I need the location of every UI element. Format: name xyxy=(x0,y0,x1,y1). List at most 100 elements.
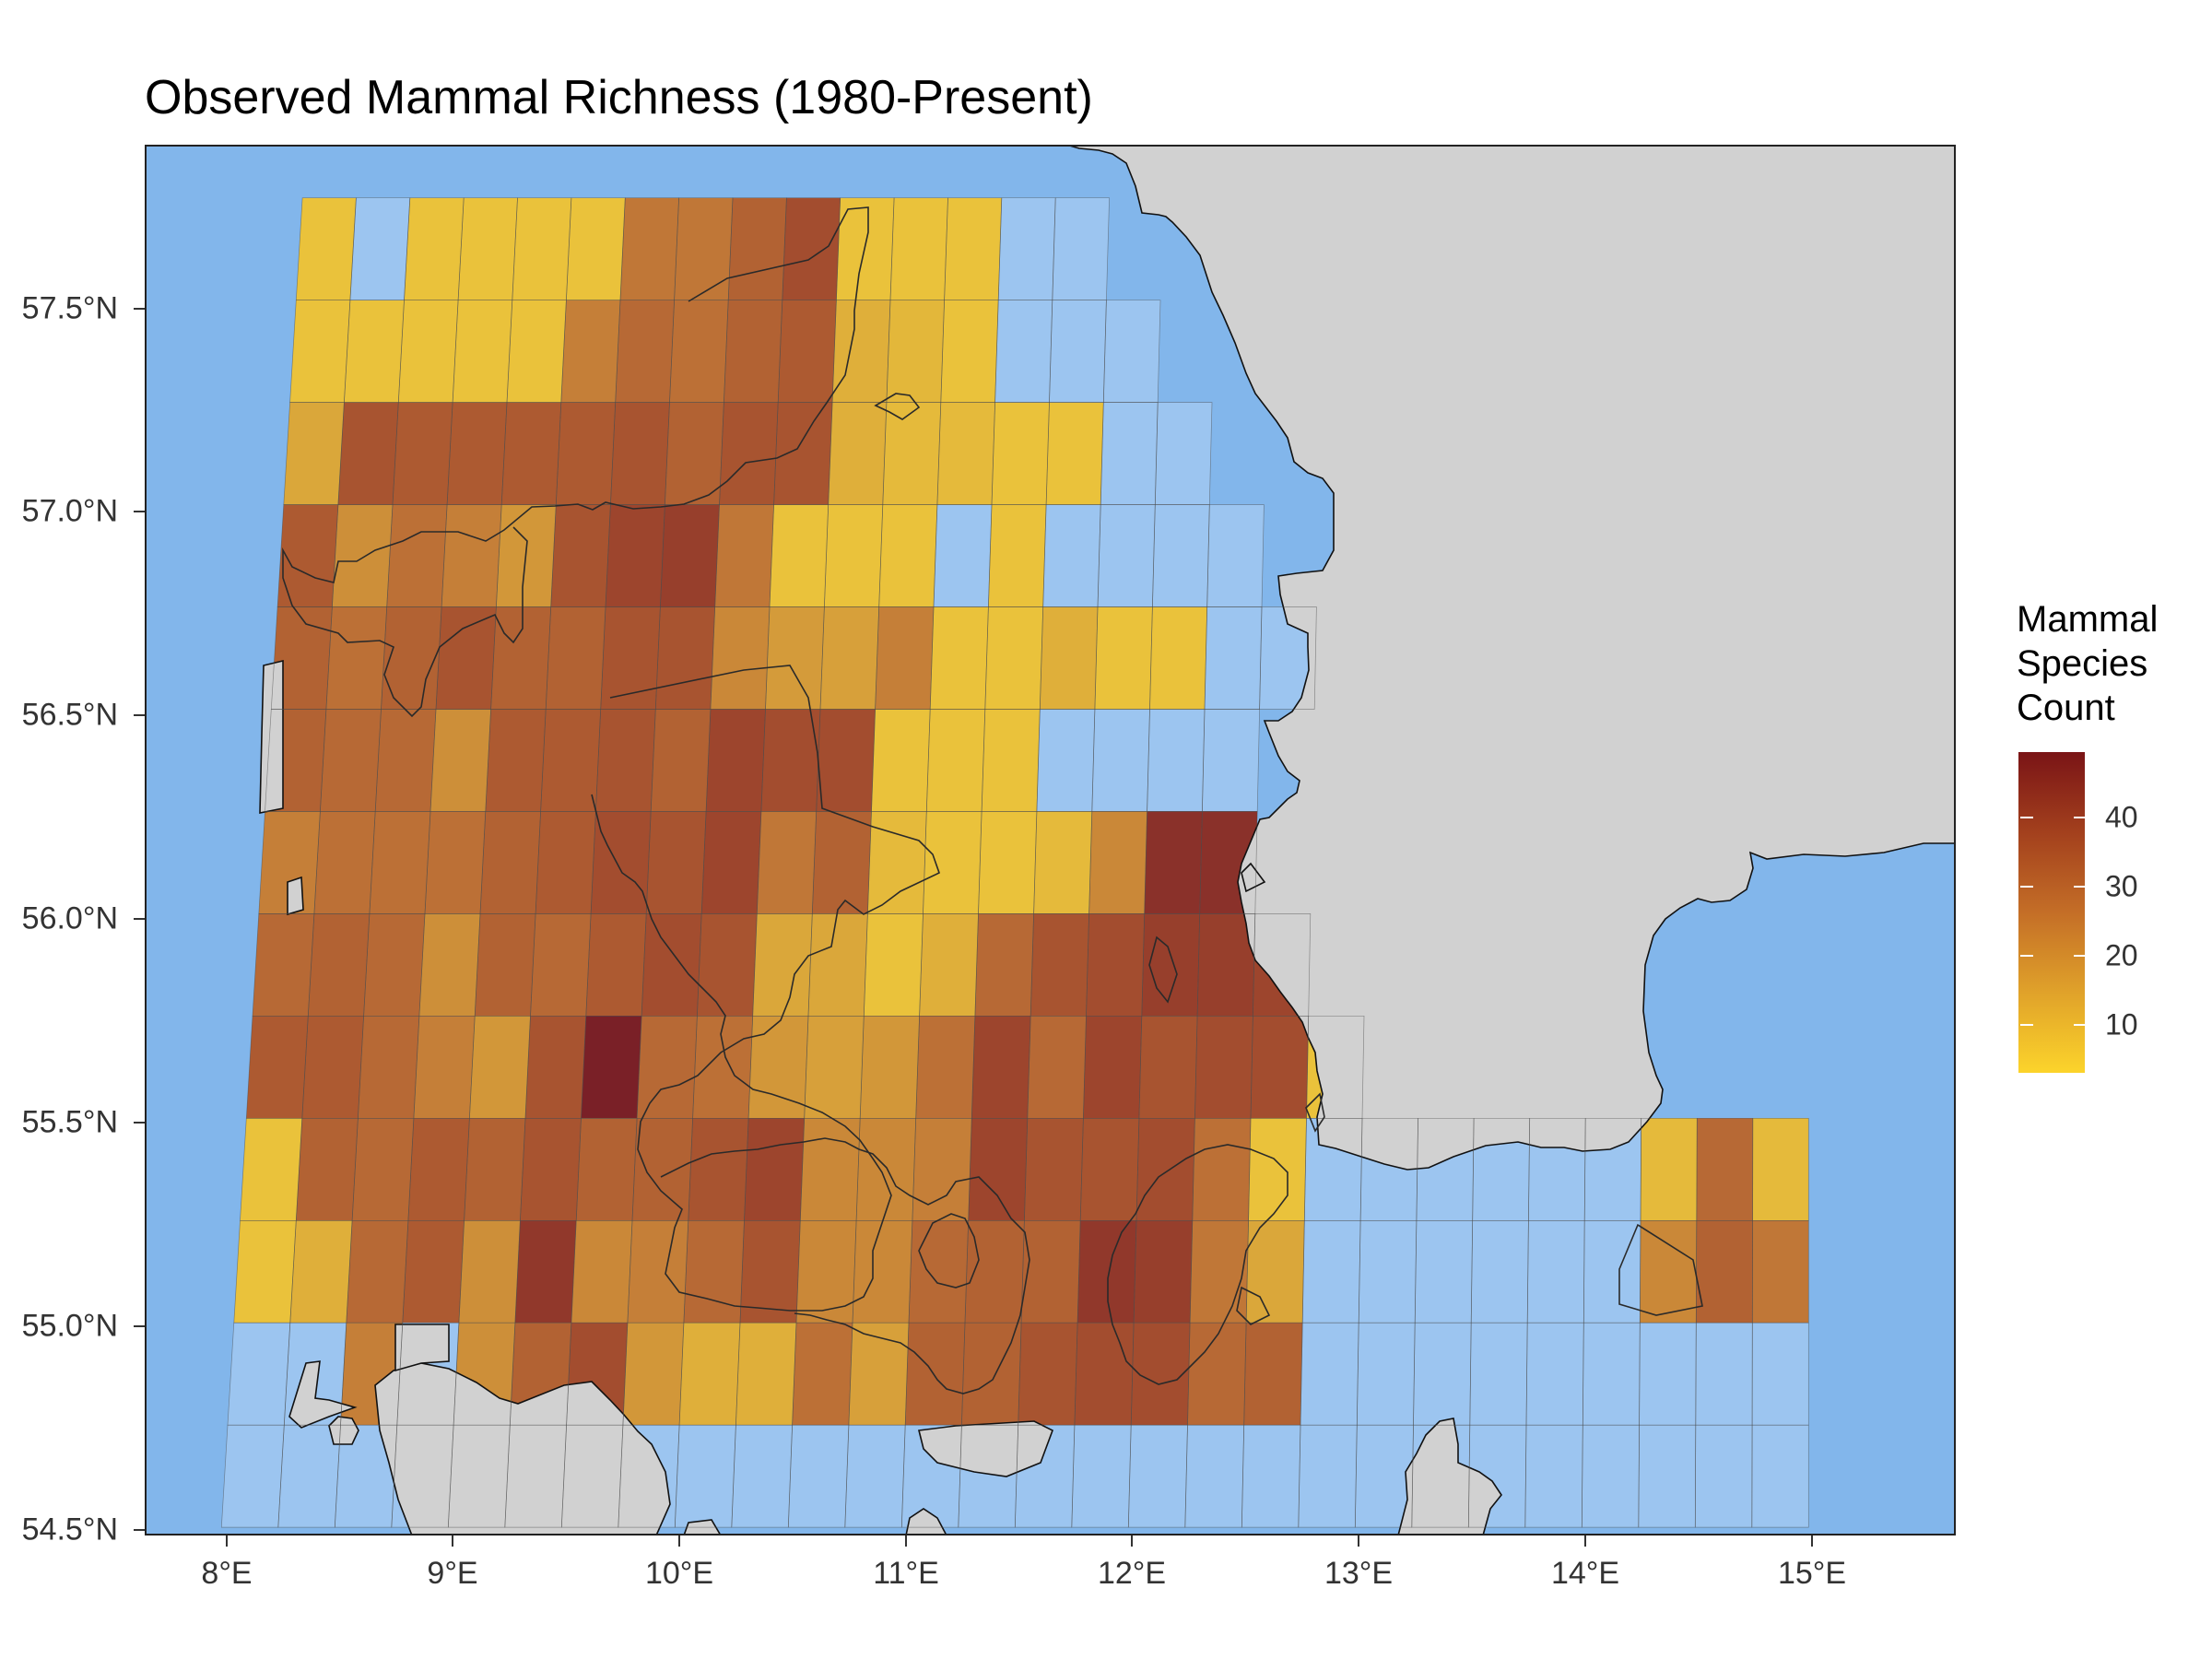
grid-cell xyxy=(651,709,711,812)
grid-cell xyxy=(660,504,720,607)
grid-cell xyxy=(289,300,350,403)
grid-cell xyxy=(915,1016,975,1119)
island xyxy=(328,1416,359,1445)
grid-cell xyxy=(1103,300,1160,403)
grid-cell xyxy=(796,1220,857,1324)
y-axis-tick xyxy=(134,714,145,716)
grid-cell xyxy=(1471,1220,1529,1324)
x-axis-label: 8°E xyxy=(201,1556,253,1591)
x-axis-tick xyxy=(1811,1535,1813,1547)
grid-cell xyxy=(221,1425,285,1528)
grid-cell xyxy=(453,300,512,403)
grid-cell xyxy=(1640,1220,1697,1324)
x-axis-tick xyxy=(452,1535,453,1547)
y-axis-tick xyxy=(134,308,145,310)
legend-label: 10 xyxy=(2105,1007,2138,1041)
grid-cell xyxy=(369,811,430,914)
grid-cell xyxy=(674,197,733,300)
grid-cell xyxy=(926,709,985,812)
y-axis-tick xyxy=(134,1325,145,1327)
grid-cell xyxy=(1088,811,1147,914)
land-patch xyxy=(905,1508,947,1535)
grid-cell xyxy=(1243,1323,1303,1426)
grid-cell xyxy=(540,709,601,812)
y-axis-tick xyxy=(134,511,145,512)
grid-cell xyxy=(535,811,596,914)
y-axis-label: 57.0°N xyxy=(21,493,118,529)
x-axis-label: 14°E xyxy=(1550,1556,1620,1591)
legend-tick xyxy=(2020,1024,2033,1026)
x-axis-tick xyxy=(226,1535,228,1547)
grid-cell xyxy=(1149,606,1207,710)
grid-cell xyxy=(832,300,890,403)
grid-cell xyxy=(335,1425,397,1528)
grid-cell xyxy=(1155,402,1212,505)
grid-cell xyxy=(728,197,787,300)
grid-cell xyxy=(1359,1220,1417,1324)
grid-cell xyxy=(398,300,459,403)
grid-cell xyxy=(610,402,670,505)
grid-cell xyxy=(1071,1425,1132,1528)
grid-cell xyxy=(740,1220,801,1324)
grid-cell xyxy=(909,1220,969,1324)
grid-cell xyxy=(882,402,941,505)
grid-cell xyxy=(320,709,382,812)
legend-title-line: Species xyxy=(2017,643,2148,684)
grid-cell xyxy=(585,913,647,1017)
grid-cell xyxy=(812,811,872,914)
grid-cell xyxy=(441,504,502,607)
map-svg xyxy=(145,145,1956,1535)
grid-cell xyxy=(571,1220,632,1324)
grid-cell xyxy=(337,402,399,505)
grid-cell xyxy=(620,197,679,300)
grid-cell xyxy=(1144,811,1203,914)
grid-cell xyxy=(1524,1425,1583,1528)
grid-cell xyxy=(1197,913,1255,1017)
grid-cell xyxy=(1018,1323,1078,1426)
grid-cell xyxy=(1639,1323,1697,1426)
grid-cell xyxy=(974,913,1034,1017)
grid-cell xyxy=(982,709,1041,812)
y-axis-label: 56.5°N xyxy=(21,697,118,733)
grid-cell xyxy=(1052,197,1110,300)
x-axis-label: 11°E xyxy=(873,1556,939,1591)
grid-cell xyxy=(525,1016,586,1119)
grid-cell xyxy=(828,402,887,505)
grid-cell xyxy=(271,606,333,710)
grid-cell xyxy=(447,402,507,505)
grid-cell xyxy=(1527,1220,1585,1324)
grid-cell xyxy=(912,1118,972,1221)
grid-cell xyxy=(804,1016,865,1119)
grid-cell xyxy=(289,1220,353,1324)
grid-cell xyxy=(641,913,702,1017)
grid-cell xyxy=(436,606,497,710)
grid-cell xyxy=(1205,606,1262,710)
grid-cell xyxy=(923,811,982,914)
grid-cell xyxy=(714,504,774,607)
y-axis-label: 55.0°N xyxy=(21,1308,118,1344)
y-axis-label: 55.5°N xyxy=(21,1104,118,1140)
grid-cell xyxy=(735,1323,796,1426)
grid-cell xyxy=(363,913,425,1017)
land-patch xyxy=(1241,862,1266,893)
map-panel xyxy=(145,145,1956,1535)
grid-cell xyxy=(697,913,758,1017)
grid-cell xyxy=(501,402,561,505)
grid-cell xyxy=(1695,1425,1753,1528)
grid-cell xyxy=(992,402,1050,505)
grid-cell xyxy=(1152,504,1210,607)
grid-cell xyxy=(724,300,782,403)
grid-cell xyxy=(622,1323,684,1426)
cell-gridlines xyxy=(220,197,1809,1528)
grid-cell xyxy=(919,913,979,1017)
grid-cell xyxy=(1033,811,1092,914)
grid-cell-border xyxy=(1259,606,1317,710)
y-axis-label: 54.5°N xyxy=(21,1512,118,1547)
grid-cell xyxy=(1138,1016,1198,1119)
grid-cell xyxy=(936,402,995,505)
grid-cell xyxy=(688,1118,749,1221)
grid-cell xyxy=(752,913,813,1017)
island xyxy=(288,1360,358,1429)
map-title: Observed Mammal Richness (1980-Present) xyxy=(145,71,1093,124)
grid-cell xyxy=(731,1425,793,1528)
